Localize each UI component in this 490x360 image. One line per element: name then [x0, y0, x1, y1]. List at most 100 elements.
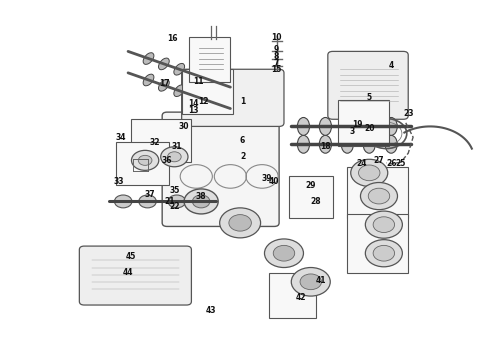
Text: 13: 13 — [189, 106, 199, 115]
Text: 39: 39 — [262, 174, 272, 183]
Ellipse shape — [363, 135, 375, 153]
Text: 34: 34 — [116, 132, 126, 141]
Text: 26: 26 — [386, 159, 396, 168]
Circle shape — [300, 274, 321, 290]
Ellipse shape — [341, 117, 353, 135]
Circle shape — [168, 152, 181, 162]
Ellipse shape — [297, 135, 310, 153]
Text: 16: 16 — [167, 35, 177, 44]
FancyBboxPatch shape — [116, 143, 170, 185]
Text: 24: 24 — [357, 159, 367, 168]
Ellipse shape — [158, 58, 169, 70]
FancyBboxPatch shape — [79, 246, 192, 305]
Text: 8: 8 — [274, 52, 279, 61]
Circle shape — [366, 211, 402, 238]
FancyBboxPatch shape — [130, 119, 192, 162]
Ellipse shape — [189, 69, 200, 80]
Ellipse shape — [297, 117, 310, 135]
Ellipse shape — [363, 117, 375, 135]
Ellipse shape — [174, 63, 185, 75]
Circle shape — [373, 246, 394, 261]
Circle shape — [184, 189, 218, 214]
Ellipse shape — [319, 117, 331, 135]
Text: 31: 31 — [172, 141, 182, 150]
FancyBboxPatch shape — [338, 100, 389, 146]
FancyBboxPatch shape — [347, 214, 408, 273]
Text: 19: 19 — [352, 120, 362, 129]
Ellipse shape — [385, 117, 397, 135]
Text: 20: 20 — [364, 124, 374, 133]
Text: 21: 21 — [164, 197, 175, 206]
Text: 25: 25 — [396, 159, 406, 168]
Circle shape — [368, 188, 390, 204]
Text: 14: 14 — [189, 99, 199, 108]
Text: 4: 4 — [389, 61, 394, 70]
Text: 12: 12 — [198, 97, 209, 106]
Text: 23: 23 — [403, 109, 414, 118]
Circle shape — [351, 159, 388, 186]
Text: 32: 32 — [149, 138, 160, 147]
Text: 10: 10 — [271, 33, 282, 42]
Text: 30: 30 — [179, 122, 189, 131]
Circle shape — [373, 217, 394, 233]
Circle shape — [161, 147, 188, 167]
Circle shape — [361, 183, 397, 210]
Ellipse shape — [143, 53, 154, 64]
Ellipse shape — [319, 135, 331, 153]
Ellipse shape — [143, 74, 154, 86]
Text: 36: 36 — [162, 156, 172, 165]
Text: 1: 1 — [240, 97, 245, 106]
Text: 29: 29 — [306, 181, 316, 190]
Text: 37: 37 — [145, 190, 155, 199]
Circle shape — [193, 195, 210, 208]
Text: 7: 7 — [274, 59, 279, 68]
Text: 3: 3 — [349, 127, 355, 136]
Ellipse shape — [174, 85, 185, 96]
Circle shape — [168, 195, 186, 208]
Circle shape — [366, 240, 402, 267]
Text: 11: 11 — [194, 77, 204, 86]
Text: 6: 6 — [240, 136, 245, 145]
Text: 22: 22 — [169, 202, 180, 211]
Text: 27: 27 — [374, 156, 384, 165]
Circle shape — [273, 246, 294, 261]
Text: 38: 38 — [196, 192, 206, 201]
Text: 42: 42 — [296, 293, 306, 302]
Ellipse shape — [204, 96, 215, 107]
Ellipse shape — [204, 74, 215, 86]
Text: 18: 18 — [320, 141, 331, 150]
FancyBboxPatch shape — [328, 51, 408, 119]
Ellipse shape — [341, 135, 353, 153]
Circle shape — [291, 267, 330, 296]
Circle shape — [359, 165, 380, 181]
Text: 35: 35 — [169, 186, 179, 195]
Text: 15: 15 — [271, 65, 282, 74]
Circle shape — [139, 195, 156, 208]
Ellipse shape — [385, 135, 397, 153]
Text: 5: 5 — [367, 93, 372, 102]
Text: 28: 28 — [310, 197, 321, 206]
FancyBboxPatch shape — [347, 167, 408, 217]
Text: 40: 40 — [269, 177, 279, 186]
FancyBboxPatch shape — [162, 112, 279, 226]
Text: 41: 41 — [315, 275, 326, 284]
Circle shape — [229, 215, 251, 231]
Text: 17: 17 — [159, 79, 170, 88]
Text: 2: 2 — [240, 152, 245, 161]
Circle shape — [220, 208, 261, 238]
FancyBboxPatch shape — [289, 176, 333, 217]
Text: 43: 43 — [206, 306, 216, 315]
Ellipse shape — [189, 90, 200, 102]
Ellipse shape — [158, 80, 169, 91]
FancyBboxPatch shape — [189, 37, 230, 82]
FancyBboxPatch shape — [182, 69, 284, 126]
Circle shape — [193, 195, 210, 208]
Circle shape — [265, 239, 303, 267]
Text: 9: 9 — [274, 45, 279, 54]
Circle shape — [138, 156, 152, 165]
Text: 45: 45 — [125, 252, 136, 261]
Circle shape — [115, 195, 132, 208]
Text: 44: 44 — [123, 268, 133, 277]
Text: 33: 33 — [113, 177, 123, 186]
FancyBboxPatch shape — [270, 273, 316, 318]
